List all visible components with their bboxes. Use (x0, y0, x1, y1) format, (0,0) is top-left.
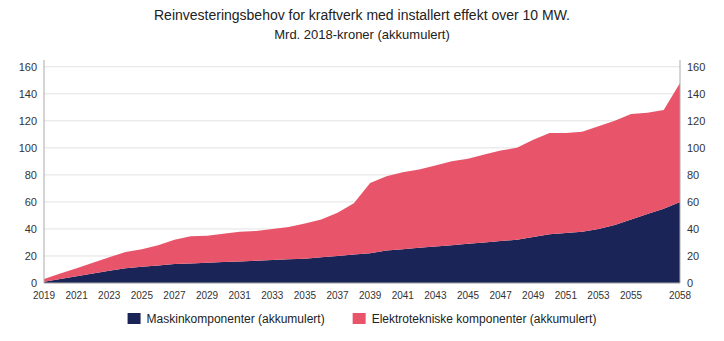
y2-tick-label: 40 (687, 223, 699, 235)
y2-tick-label: 140 (687, 88, 705, 100)
x-tick-label: 2051 (555, 290, 578, 301)
areas (44, 83, 680, 283)
y-tick-label: 80 (25, 169, 37, 181)
x-tick-label: 2027 (163, 290, 186, 301)
legend-swatch (128, 313, 141, 324)
x-tick-label: 2043 (424, 290, 447, 301)
grid (44, 67, 680, 283)
y-tick-label: 40 (25, 223, 37, 235)
chart: Reinvesteringsbehov for kraftverk med in… (0, 0, 724, 341)
y2-axis-line (680, 60, 681, 283)
y2-tick-label: 120 (687, 115, 705, 127)
y-tick-label: 20 (25, 250, 37, 262)
x-tick-label: 2037 (326, 290, 349, 301)
grid-line (44, 283, 680, 284)
y2-tick-label: 60 (687, 196, 699, 208)
legend: Maskinkomponenter (akkumulert) Elektrotek… (128, 312, 597, 326)
x-tick-label: 2058 (669, 290, 692, 301)
x-tick-label: 2029 (196, 290, 219, 301)
legend-label: Elektrotekniske komponenter (akkumulert) (372, 312, 597, 326)
y2-tick-label: 100 (687, 142, 705, 154)
x-tick-label: 2035 (294, 290, 317, 301)
x-tick-label: 2053 (587, 290, 610, 301)
grid-line (44, 120, 680, 121)
legend-label: Maskinkomponenter (akkumulert) (147, 312, 325, 326)
x-tick-label: 2049 (522, 290, 545, 301)
x-tick-label: 2039 (359, 290, 382, 301)
x-tick-label: 2045 (457, 290, 480, 301)
y-tick-label: 100 (19, 142, 37, 154)
y-tick-label: 60 (25, 196, 37, 208)
x-axis-line (44, 283, 680, 284)
y-axis-line (44, 60, 45, 283)
y2-tick-label: 20 (687, 250, 699, 262)
area (44, 83, 680, 282)
x-tick-label: 2041 (392, 290, 415, 301)
grid-line (44, 66, 680, 67)
y-tick-label: 160 (19, 61, 37, 73)
y-tick-label: 140 (19, 88, 37, 100)
x-tick-label: 2021 (65, 290, 88, 301)
x-tick-label: 2033 (261, 290, 284, 301)
x-tick-label: 2055 (620, 290, 643, 301)
grid-line (44, 93, 680, 94)
y-tick-label: 0 (31, 277, 37, 289)
x-tick-label: 2023 (98, 290, 121, 301)
x-tick-label: 2047 (489, 290, 512, 301)
y2-tick-label: 0 (687, 277, 693, 289)
y2-tick-label: 80 (687, 169, 699, 181)
x-tick-label: 2019 (33, 290, 56, 301)
x-tick-label: 2025 (131, 290, 154, 301)
x-tick-label: 2031 (229, 290, 252, 301)
y2-tick-label: 160 (687, 61, 705, 73)
title: Reinvesteringsbehov for kraftverk med in… (154, 7, 570, 23)
subtitle: Mrd. 2018-kroner (akkumulert) (274, 27, 450, 42)
y-tick-label: 120 (19, 115, 37, 127)
legend-swatch (353, 313, 366, 324)
